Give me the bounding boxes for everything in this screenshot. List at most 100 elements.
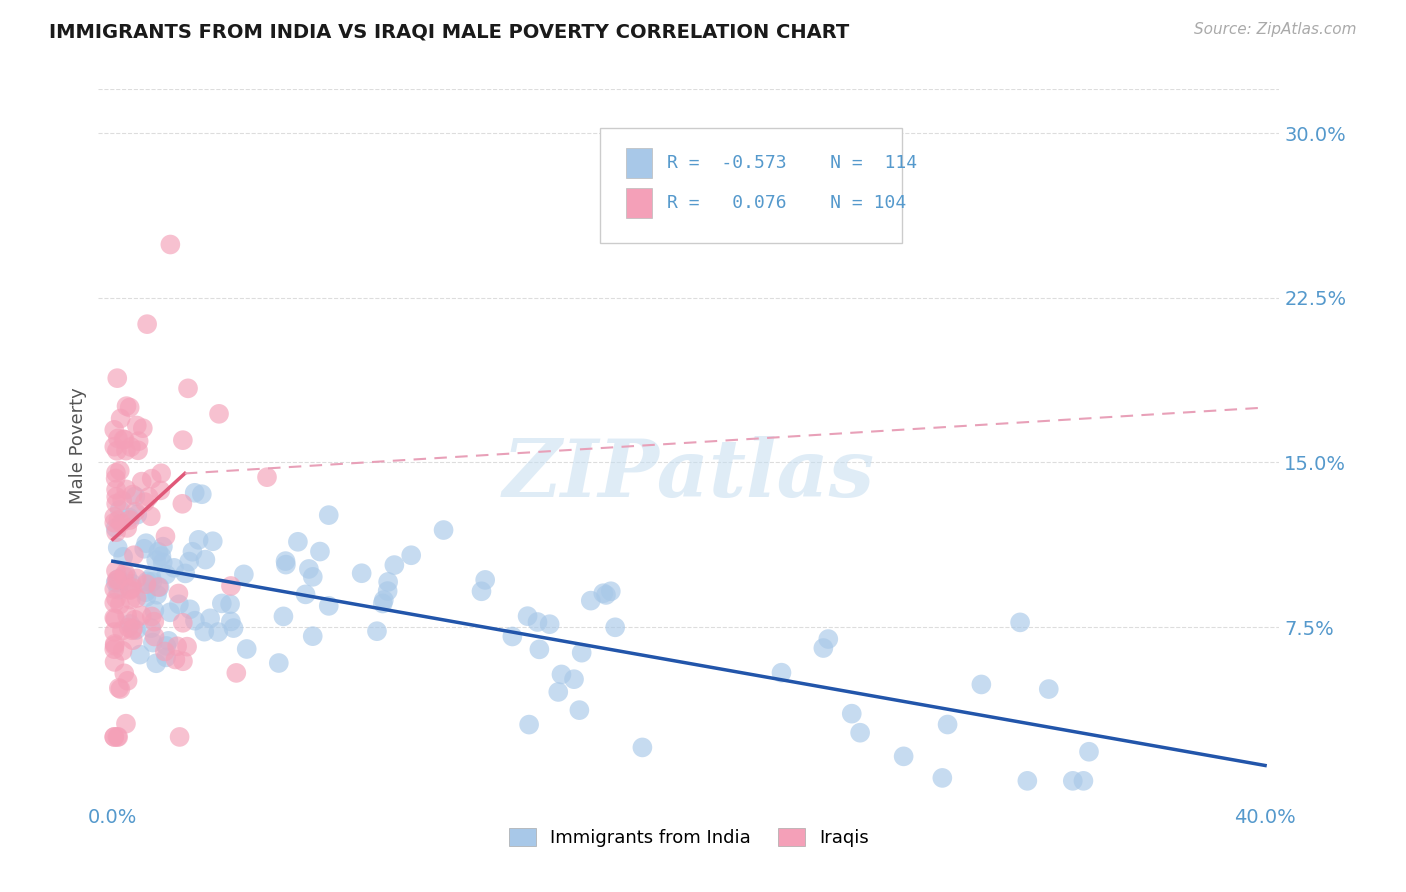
Point <box>143 615 166 629</box>
Point <box>141 574 163 589</box>
Point <box>167 597 190 611</box>
Point <box>107 582 129 597</box>
Point <box>107 730 129 744</box>
Text: IMMIGRANTS FROM INDIA VS IRAQI MALE POVERTY CORRELATION CHART: IMMIGRANTS FROM INDIA VS IRAQI MALE POVE… <box>49 22 849 41</box>
Point <box>145 553 167 567</box>
Point <box>516 609 538 624</box>
Point <box>115 716 138 731</box>
Legend: Immigrants from India, Iraqis: Immigrants from India, Iraqis <box>502 821 876 855</box>
Point <box>104 612 127 626</box>
Point <box>112 549 135 564</box>
Point <box>112 433 135 447</box>
Point <box>169 730 191 744</box>
Point <box>108 502 131 516</box>
Point <box>121 633 143 648</box>
Point <box>107 572 129 586</box>
Point <box>267 656 290 670</box>
Point <box>599 584 621 599</box>
Point <box>115 521 138 535</box>
Text: Source: ZipAtlas.com: Source: ZipAtlas.com <box>1194 22 1357 37</box>
Point <box>125 623 148 637</box>
Point <box>318 508 340 522</box>
Point <box>120 592 142 607</box>
Point <box>538 617 561 632</box>
Point <box>273 609 295 624</box>
Point <box>115 570 138 584</box>
Point <box>1010 615 1032 630</box>
Point <box>150 549 173 564</box>
Point <box>631 740 654 755</box>
Point <box>155 639 177 653</box>
Point <box>103 509 125 524</box>
Point <box>124 505 146 519</box>
Point <box>529 642 551 657</box>
Point <box>893 749 915 764</box>
Point <box>191 487 214 501</box>
Point <box>105 371 128 385</box>
Point <box>571 646 593 660</box>
Point <box>105 525 128 540</box>
Point <box>550 667 572 681</box>
Point <box>104 466 127 480</box>
Point <box>114 566 136 581</box>
Point <box>432 523 454 537</box>
Point <box>121 488 143 502</box>
Point <box>377 574 399 589</box>
Point <box>117 673 139 688</box>
Point <box>301 629 323 643</box>
Point <box>121 576 143 591</box>
Point <box>148 580 170 594</box>
Point <box>165 652 187 666</box>
Point <box>148 580 170 594</box>
Point <box>152 556 174 570</box>
Point <box>107 573 129 587</box>
Point <box>232 567 254 582</box>
Point <box>371 597 394 611</box>
Point <box>138 490 160 504</box>
Point <box>141 621 163 635</box>
Point <box>301 570 323 584</box>
Point <box>198 611 221 625</box>
Point <box>122 548 145 562</box>
Point <box>107 431 129 445</box>
Point <box>103 423 125 437</box>
Point <box>111 493 134 508</box>
Point <box>136 317 159 331</box>
Point <box>592 586 614 600</box>
Point <box>526 615 548 629</box>
Point <box>117 621 139 635</box>
Point <box>152 540 174 554</box>
Point <box>131 475 153 489</box>
Point <box>970 677 993 691</box>
Point <box>110 682 132 697</box>
Point <box>148 545 170 559</box>
Point <box>115 608 138 623</box>
Point <box>110 411 132 425</box>
Point <box>813 640 835 655</box>
Point <box>167 586 190 600</box>
Point <box>104 471 127 485</box>
Point <box>125 571 148 585</box>
Point <box>177 381 200 395</box>
Point <box>103 611 125 625</box>
Point <box>121 581 143 595</box>
Point <box>155 650 177 665</box>
Point <box>207 625 229 640</box>
Point <box>145 657 167 671</box>
Point <box>111 644 134 658</box>
Point <box>108 464 131 478</box>
Point <box>103 730 125 744</box>
Point <box>112 569 135 583</box>
Point <box>219 615 242 629</box>
Point <box>274 554 297 568</box>
FancyBboxPatch shape <box>600 128 901 243</box>
Point <box>134 495 156 509</box>
Point <box>115 483 138 497</box>
Point <box>103 582 125 596</box>
Point <box>135 536 157 550</box>
Point <box>115 399 138 413</box>
Point <box>274 558 297 572</box>
Point <box>294 587 316 601</box>
Point <box>105 497 128 511</box>
Point <box>568 703 591 717</box>
